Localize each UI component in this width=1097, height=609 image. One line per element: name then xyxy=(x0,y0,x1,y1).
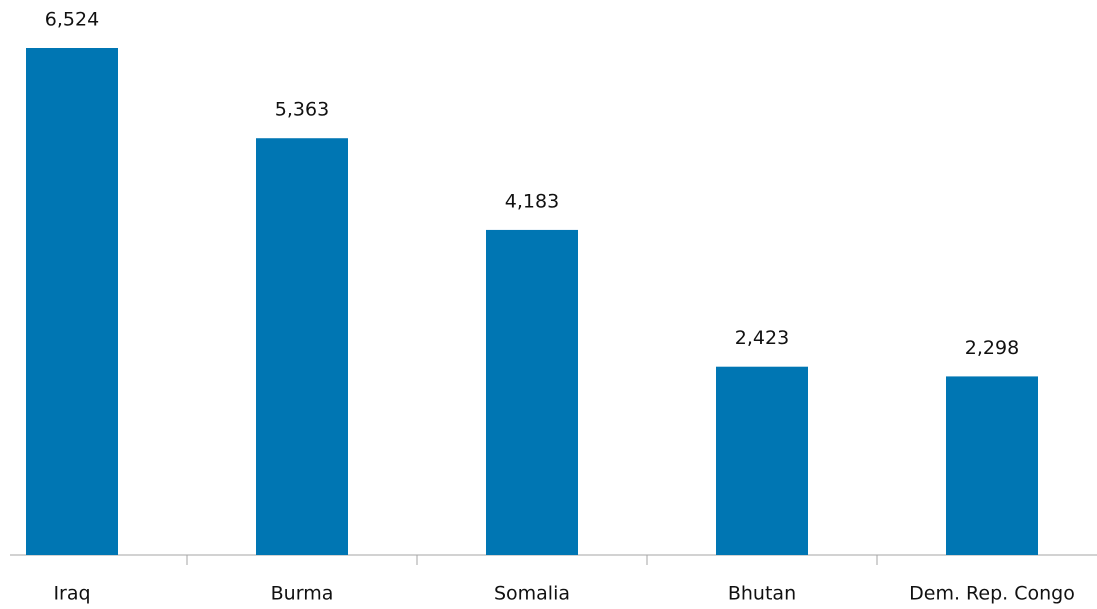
value-label: 5,363 xyxy=(275,99,329,121)
x-tick-label: Burma xyxy=(271,583,334,605)
x-tick-label: Iraq xyxy=(53,583,90,605)
bar xyxy=(26,48,118,555)
bar xyxy=(946,376,1038,555)
bar xyxy=(256,138,348,556)
x-tick-label: Somalia xyxy=(494,583,570,605)
bar xyxy=(486,229,578,555)
bar xyxy=(716,366,808,555)
value-label: 2,423 xyxy=(735,327,789,349)
value-label: 4,183 xyxy=(505,190,559,212)
x-tick-label: Dem. Rep. Congo xyxy=(909,583,1075,605)
x-tick-label: Bhutan xyxy=(728,583,796,605)
value-label: 6,524 xyxy=(45,9,99,31)
value-label: 2,298 xyxy=(965,337,1019,359)
